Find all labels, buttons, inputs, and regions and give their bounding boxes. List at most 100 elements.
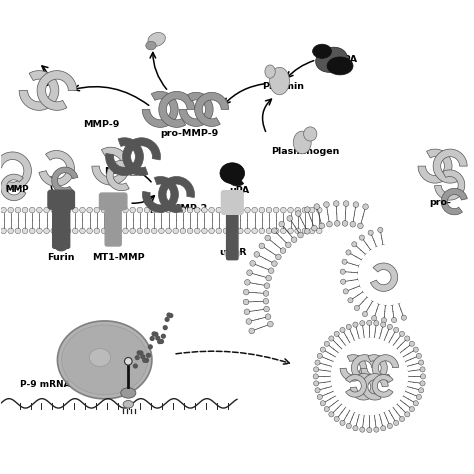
Ellipse shape	[121, 388, 136, 398]
Circle shape	[317, 353, 322, 358]
Circle shape	[209, 228, 214, 234]
Circle shape	[252, 207, 257, 213]
Text: pro-: pro-	[429, 199, 451, 208]
Circle shape	[355, 305, 360, 310]
Circle shape	[245, 228, 250, 234]
Polygon shape	[346, 374, 366, 397]
Circle shape	[420, 381, 425, 386]
Circle shape	[360, 427, 365, 432]
Polygon shape	[158, 176, 194, 212]
Circle shape	[180, 207, 186, 213]
Circle shape	[360, 320, 365, 326]
Circle shape	[0, 207, 6, 213]
Circle shape	[353, 322, 358, 327]
Circle shape	[259, 228, 264, 234]
Text: Plasminogen: Plasminogen	[271, 147, 340, 156]
Circle shape	[150, 337, 154, 340]
Circle shape	[0, 228, 6, 234]
Circle shape	[420, 374, 426, 379]
Circle shape	[267, 321, 273, 327]
Circle shape	[187, 207, 193, 213]
Circle shape	[275, 254, 281, 260]
Circle shape	[73, 228, 78, 234]
Circle shape	[381, 245, 386, 250]
Circle shape	[319, 223, 325, 228]
Circle shape	[160, 339, 164, 343]
Circle shape	[156, 336, 160, 340]
FancyBboxPatch shape	[100, 193, 127, 210]
Polygon shape	[435, 170, 465, 200]
Circle shape	[315, 388, 320, 393]
Ellipse shape	[265, 65, 275, 78]
Circle shape	[309, 228, 315, 234]
Text: MMP-9: MMP-9	[83, 120, 120, 129]
Circle shape	[369, 249, 374, 255]
Circle shape	[378, 228, 383, 232]
Polygon shape	[107, 160, 137, 191]
Circle shape	[180, 228, 186, 234]
Circle shape	[400, 331, 405, 337]
Circle shape	[36, 228, 42, 234]
Circle shape	[329, 336, 334, 341]
Circle shape	[341, 348, 346, 354]
Circle shape	[87, 228, 92, 234]
Ellipse shape	[293, 131, 311, 154]
Circle shape	[116, 207, 121, 213]
Circle shape	[266, 228, 272, 234]
Circle shape	[15, 207, 21, 213]
Circle shape	[302, 207, 308, 213]
Circle shape	[374, 427, 379, 432]
Circle shape	[416, 353, 421, 358]
Polygon shape	[92, 147, 130, 185]
FancyBboxPatch shape	[227, 210, 238, 260]
Circle shape	[329, 412, 334, 417]
Circle shape	[392, 318, 397, 323]
Circle shape	[51, 207, 56, 213]
Polygon shape	[340, 355, 366, 381]
Circle shape	[401, 383, 407, 388]
Circle shape	[164, 326, 167, 329]
Circle shape	[357, 270, 363, 275]
Text: pro-MMP-2: pro-MMP-2	[149, 204, 207, 213]
Circle shape	[381, 322, 386, 327]
Circle shape	[346, 250, 351, 255]
Circle shape	[317, 394, 322, 400]
Circle shape	[348, 298, 353, 303]
Circle shape	[392, 400, 398, 405]
Ellipse shape	[270, 67, 290, 95]
Text: uPAR: uPAR	[219, 247, 247, 256]
Polygon shape	[227, 165, 244, 186]
Circle shape	[358, 245, 418, 305]
Polygon shape	[433, 149, 467, 183]
Circle shape	[144, 207, 150, 213]
Circle shape	[216, 228, 222, 234]
Polygon shape	[179, 92, 213, 127]
Ellipse shape	[89, 348, 110, 366]
Circle shape	[361, 258, 366, 264]
Circle shape	[139, 351, 143, 355]
Polygon shape	[362, 374, 388, 400]
Circle shape	[340, 269, 346, 274]
Circle shape	[389, 402, 394, 408]
Circle shape	[385, 405, 390, 410]
Circle shape	[375, 246, 380, 252]
Circle shape	[94, 207, 100, 213]
Circle shape	[137, 207, 143, 213]
Ellipse shape	[313, 44, 331, 58]
Circle shape	[109, 228, 114, 234]
Circle shape	[340, 279, 346, 284]
Circle shape	[230, 207, 236, 213]
Circle shape	[359, 264, 364, 269]
Circle shape	[263, 299, 269, 304]
Circle shape	[402, 379, 408, 384]
Polygon shape	[52, 167, 78, 193]
Circle shape	[8, 228, 14, 234]
Circle shape	[194, 228, 200, 234]
Circle shape	[333, 360, 338, 365]
Circle shape	[230, 228, 236, 234]
Circle shape	[237, 228, 243, 234]
Circle shape	[353, 340, 358, 346]
Circle shape	[340, 420, 345, 426]
Circle shape	[244, 309, 250, 315]
Circle shape	[259, 207, 264, 213]
